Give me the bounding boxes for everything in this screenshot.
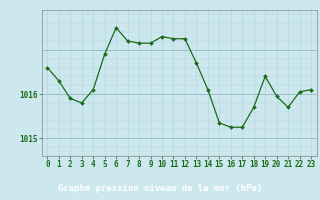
- Text: Graphe pression niveau de la mer (hPa): Graphe pression niveau de la mer (hPa): [58, 184, 262, 193]
